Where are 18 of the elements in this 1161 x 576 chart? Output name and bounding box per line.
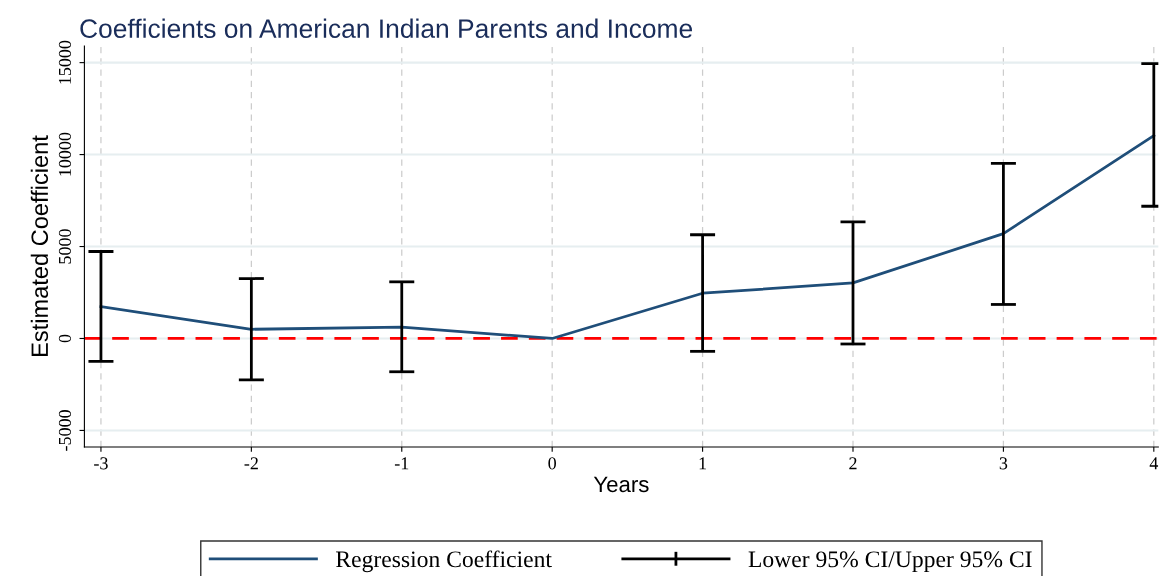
y-tick-label: 0: [58, 334, 72, 343]
chart-title: Coefficients on American Indian Parents and Income: [80, 18, 693, 39]
legend-label: Regression Coefficient: [336, 550, 552, 573]
y-tick-label: 10000: [58, 132, 72, 176]
y-tick-label: 15000: [58, 40, 72, 84]
x-tick-label: 2: [849, 457, 857, 470]
text: Lower 95% CI/Upper 95% CI: [748, 551, 1032, 573]
x-tick-label: -2: [244, 457, 258, 470]
x-tick-label: -1: [394, 457, 409, 470]
x-tick-label: 3: [999, 457, 1008, 470]
y-tick-label: -5000: [58, 410, 72, 451]
x-tick-label: 4: [1149, 457, 1159, 470]
y-axis-title: Estimated Coefficient: [30, 135, 49, 356]
y-tick-label: 5000: [58, 229, 72, 264]
x-tick-label: 1: [699, 457, 707, 470]
x-axis-title: Years: [593, 476, 649, 493]
x-tick-label: -3: [94, 457, 108, 470]
x-tick-label: 0: [548, 457, 556, 470]
